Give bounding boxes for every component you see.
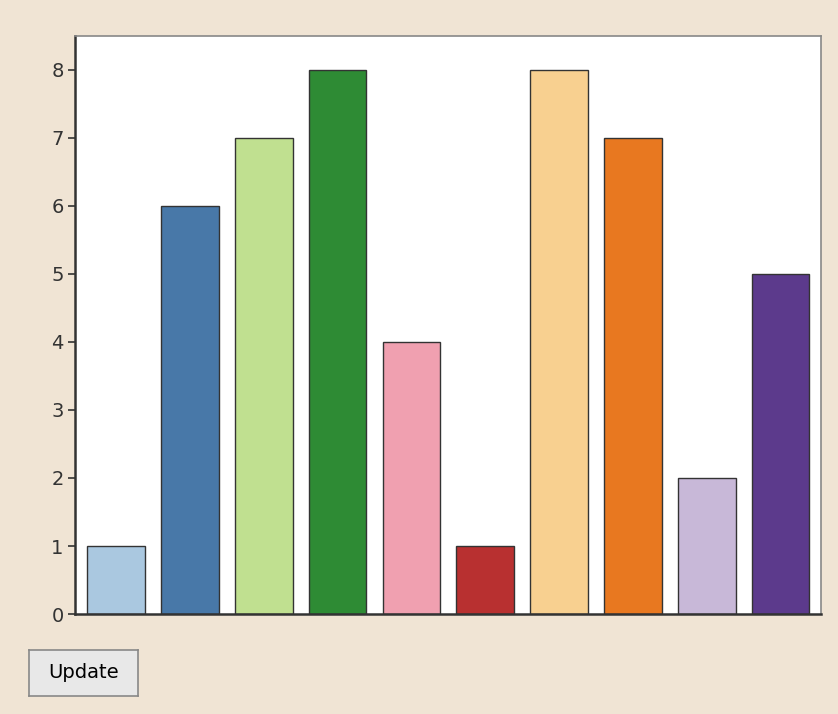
- Bar: [457, 546, 514, 614]
- Bar: [161, 206, 219, 614]
- Bar: [308, 70, 366, 614]
- Bar: [530, 70, 588, 614]
- Bar: [383, 342, 440, 614]
- Bar: [604, 138, 662, 614]
- Text: Update: Update: [49, 663, 119, 683]
- Bar: [235, 138, 292, 614]
- Bar: [752, 274, 810, 614]
- Bar: [87, 546, 145, 614]
- Bar: [678, 478, 736, 614]
